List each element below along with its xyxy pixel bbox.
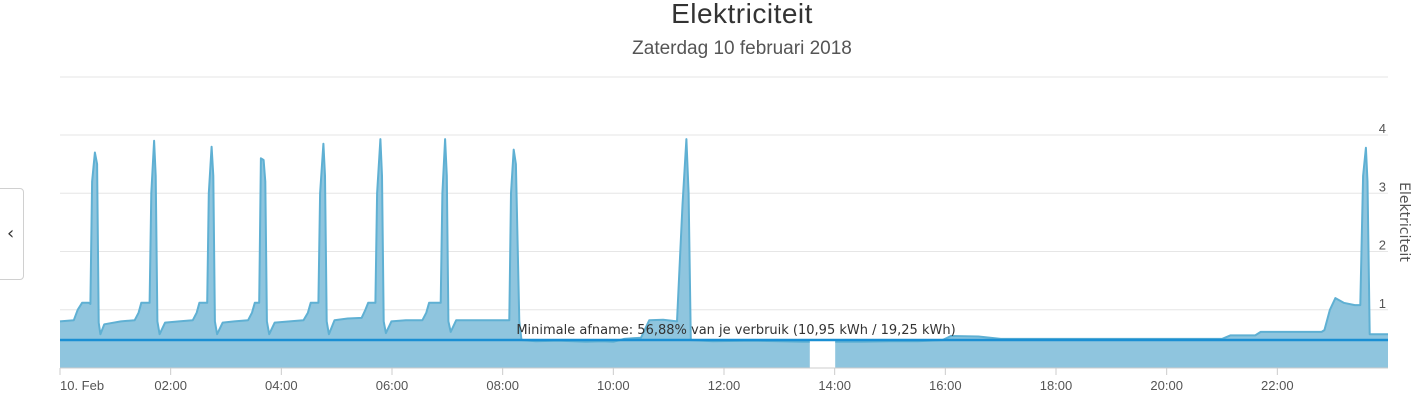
x-tick-label: 18:00 — [1040, 378, 1073, 393]
previous-day-button[interactable]: ‹ — [0, 188, 24, 280]
x-tick-label: 10:00 — [597, 378, 630, 393]
y-tick-label: 4 — [1379, 121, 1386, 136]
x-tick-label: 14:00 — [818, 378, 851, 393]
minimum-plotline-label: Minimale afname: 56,88% van je verbruik … — [516, 323, 955, 338]
series-area — [60, 139, 810, 368]
x-tick-label: 12:00 — [708, 378, 741, 393]
y-tick-label: 3 — [1379, 179, 1386, 194]
y-tick-label: 2 — [1379, 238, 1386, 253]
x-tick-label: 16:00 — [929, 378, 962, 393]
x-tick-label: 04:00 — [265, 378, 298, 393]
x-tick-label: 10. Feb — [60, 378, 104, 393]
x-tick-label: 20:00 — [1150, 378, 1183, 393]
x-tick-label: 08:00 — [486, 378, 519, 393]
series-area — [835, 147, 1388, 368]
y-tick-label: 1 — [1379, 296, 1386, 311]
chevron-left-icon: ‹ — [7, 223, 15, 244]
chart-title: Elektriciteit — [671, 0, 813, 29]
chart-subtitle: Zaterdag 10 februari 2018 — [632, 38, 852, 59]
series-line — [835, 146, 1388, 343]
x-tick-label: 06:00 — [376, 378, 409, 393]
x-tick-label: 02:00 — [154, 378, 187, 393]
x-tick-label: 22:00 — [1261, 378, 1294, 393]
y-axis-title: Elektriciteit — [1396, 182, 1412, 262]
